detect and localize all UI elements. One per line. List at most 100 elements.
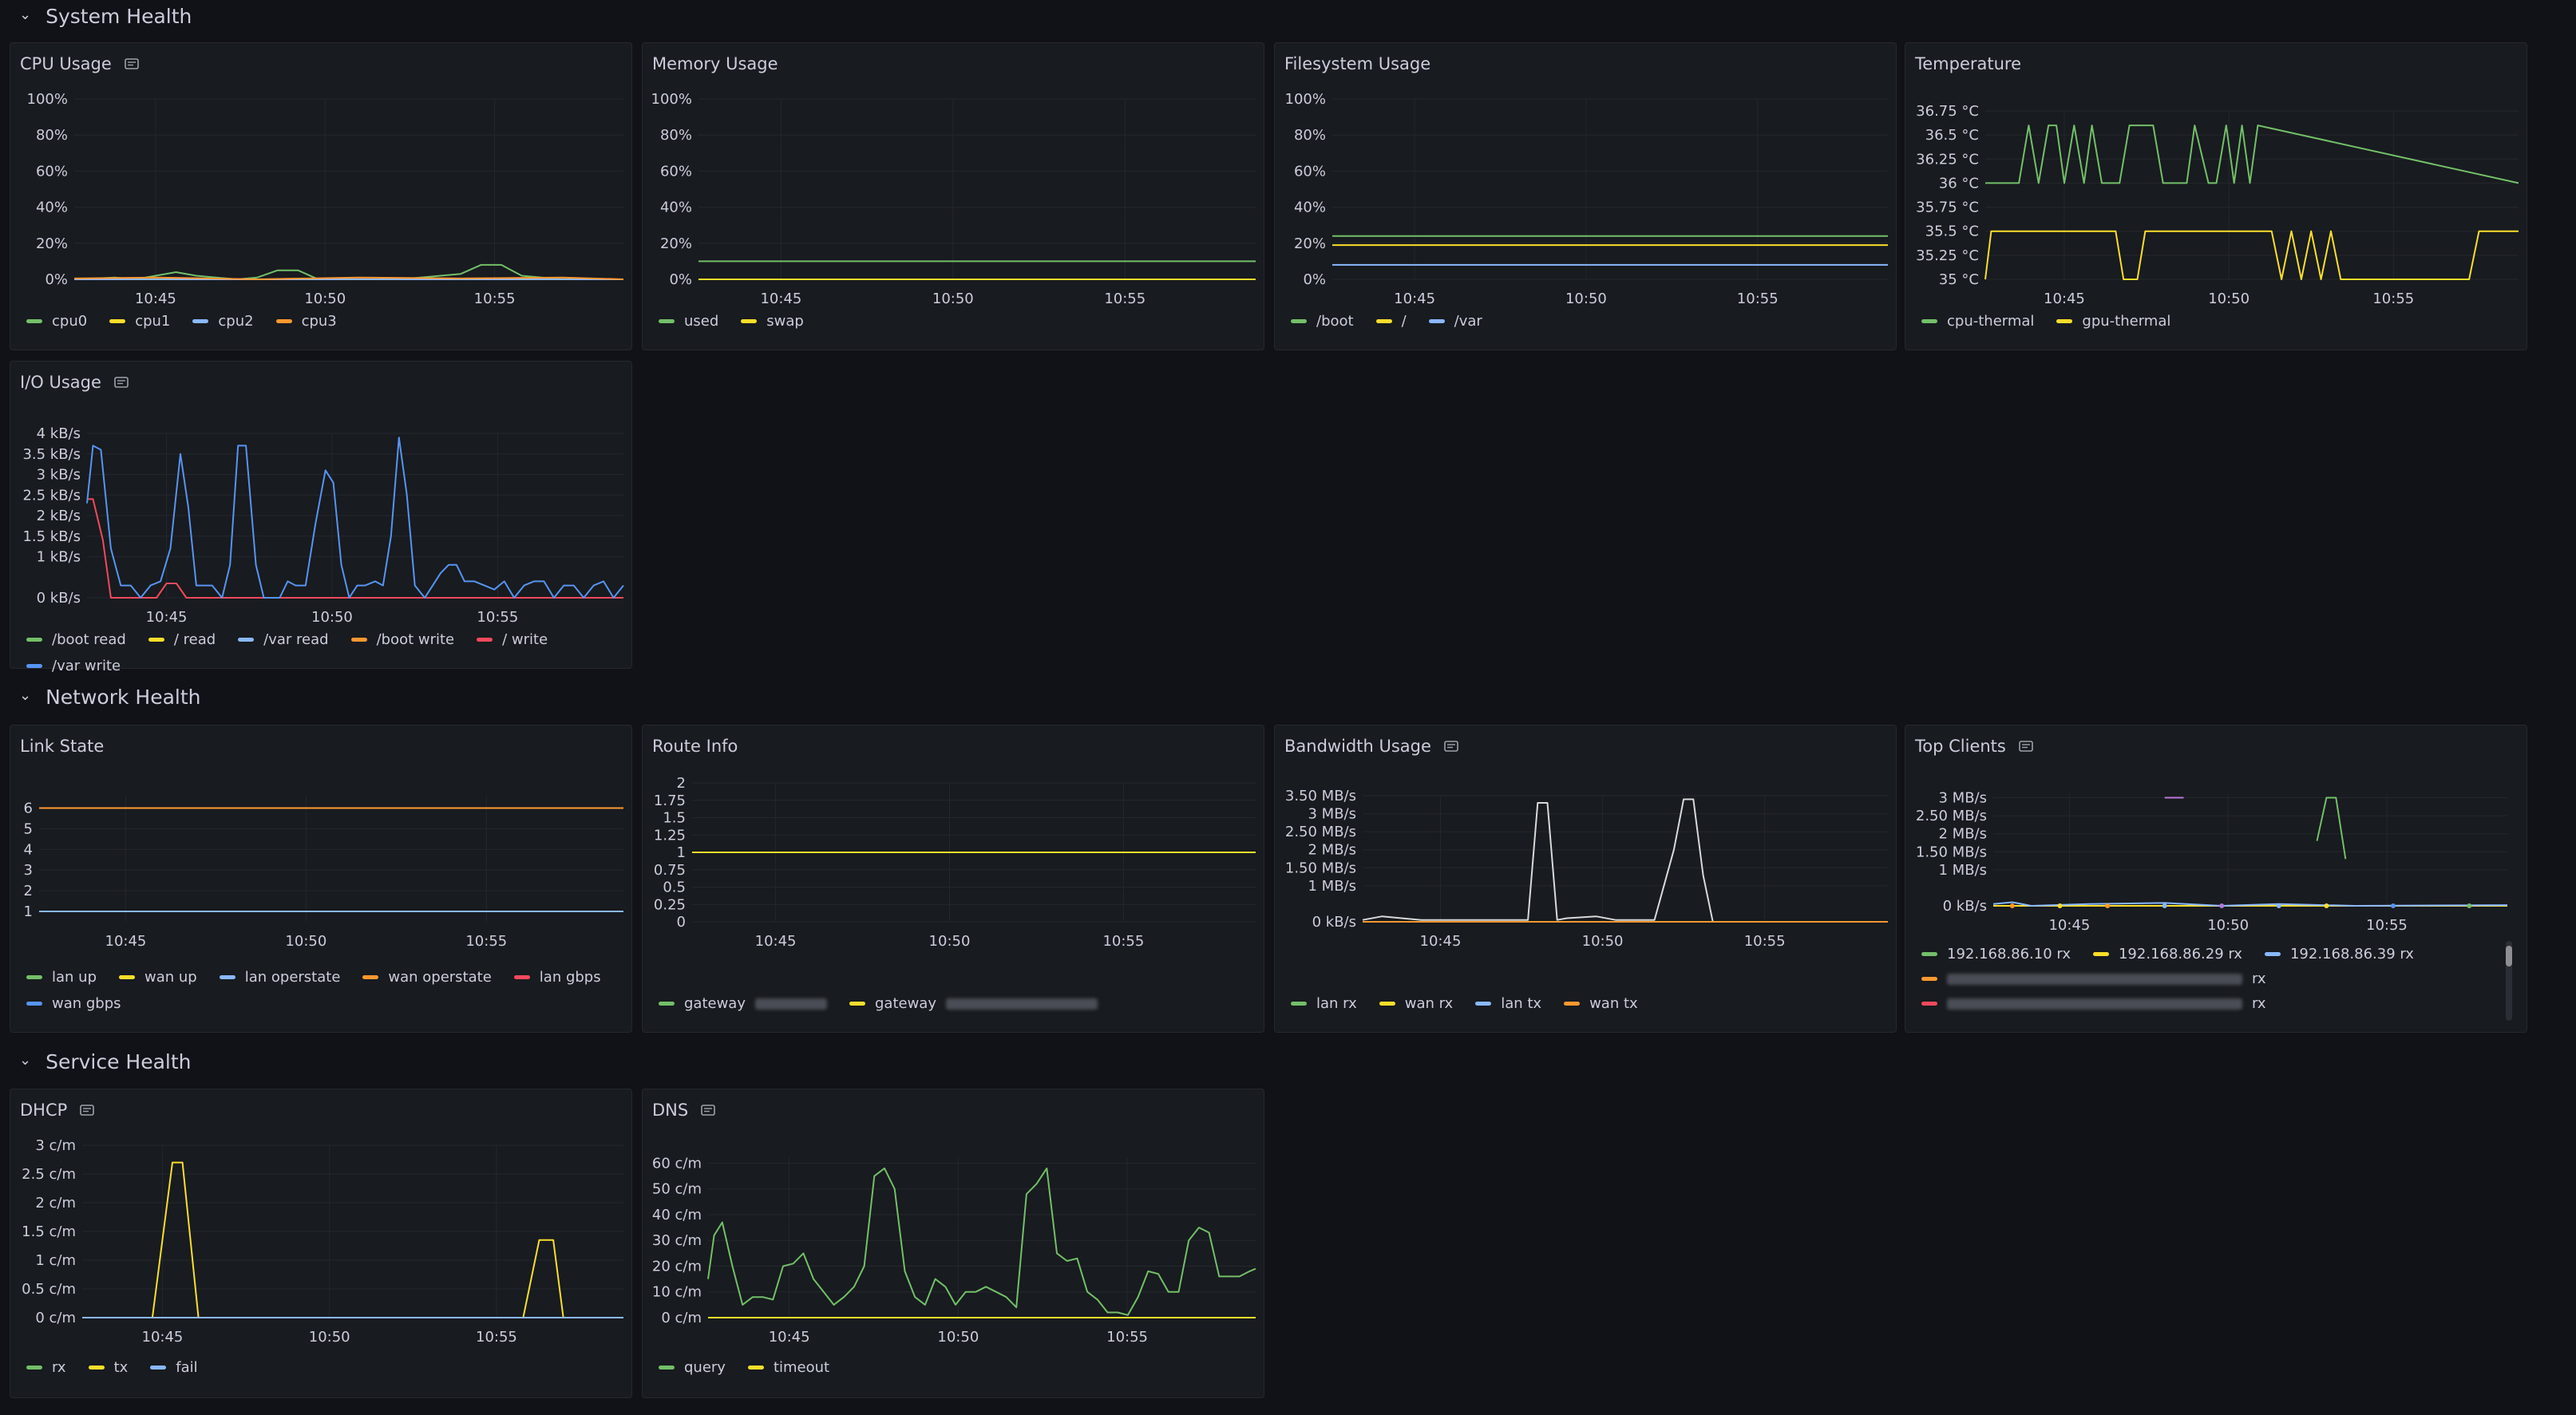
panel-filesystem-usage[interactable]: Filesystem Usage 0% 20% 40% 60% 80% 100% 10:45 1… bbox=[1274, 42, 1897, 350]
panel-route-info[interactable]: Route Info 0 0.25 0.5 0.75 1 1.25 1.5 1.75 2 10:45… bbox=[642, 725, 1264, 1033]
legend-item[interactable]: timeout bbox=[747, 1359, 829, 1376]
legend-item[interactable]: cpu0 bbox=[26, 313, 87, 330]
description-icon[interactable] bbox=[699, 1101, 717, 1119]
panel-title[interactable]: DNS bbox=[652, 1097, 717, 1123]
legend-swatch bbox=[2056, 319, 2073, 323]
legend-item[interactable]: tx bbox=[88, 1359, 128, 1376]
chart-filesystem[interactable]: 0% 20% 40% 60% 80% 100% 10:45 10:50 10:55 bbox=[1275, 43, 1897, 351]
panel-dns[interactable]: DNS 0 c/m 10 c/m 20 c/m 30 c/m 40 c/m 50 c/m 60… bbox=[642, 1089, 1264, 1398]
legend-item[interactable]: lan gbps bbox=[513, 969, 601, 986]
chart-bandwidth[interactable]: 0 kB/s500 kB/s1 MB/s1.50 MB/s2 MB/s2.50 … bbox=[1275, 725, 1897, 1034]
panel-title[interactable]: Route Info bbox=[652, 733, 738, 759]
legend-item[interactable]: cpu-thermal bbox=[1921, 313, 2034, 330]
legend-item[interactable]: 192.168.86.29 rx bbox=[2092, 946, 2242, 962]
row-header-system[interactable]: ⌄ System Health bbox=[19, 0, 192, 32]
legend-item[interactable]: gpu-thermal bbox=[2056, 313, 2170, 330]
data-point bbox=[2276, 903, 2281, 908]
legend-item[interactable]: /boot write bbox=[350, 631, 454, 648]
series-line-lan-tx[interactable] bbox=[1362, 798, 1888, 923]
panel-memory-usage[interactable]: Memory Usage 0% 20% 40% 60% 80% 100% 10:45 10:50… bbox=[642, 42, 1264, 350]
y-tick-label: 40% bbox=[660, 200, 692, 216]
panel-title[interactable]: Top Clients bbox=[1915, 733, 2035, 759]
description-icon[interactable] bbox=[113, 374, 130, 391]
description-icon[interactable] bbox=[123, 55, 140, 73]
panel-title[interactable]: CPU Usage bbox=[20, 51, 140, 77]
chart-clients[interactable]: 0 kB/s500 kB/s1 MB/s1.50 MB/s2 MB/s2.50 … bbox=[1905, 725, 2528, 1034]
legend-item[interactable]: wan gbps bbox=[26, 995, 121, 1012]
legend-item[interactable]: /var read bbox=[238, 631, 329, 648]
legend-item[interactable]: / write bbox=[477, 631, 548, 648]
legend-item[interactable]: / bbox=[1375, 313, 1407, 330]
legend-item[interactable]: lan rx bbox=[1291, 995, 1357, 1012]
chart-dhcp[interactable]: 0 c/m 0.5 c/m 1 c/m 1.5 c/m 2 c/m 2.5 c/m 3 c/… bbox=[10, 1089, 633, 1399]
legend-item[interactable]: gateway bbox=[849, 995, 1098, 1012]
chart-link[interactable]: 1 2 3 4 5 6 10:45 10:50 10:55 bbox=[10, 725, 633, 1034]
series-line-192-168-86-10-rx[interactable] bbox=[2316, 796, 2347, 860]
y-tick-label: 5 bbox=[24, 820, 33, 837]
series-line-cpu3[interactable] bbox=[73, 276, 624, 280]
series-line--write[interactable] bbox=[87, 498, 623, 599]
legend-item[interactable]: rx bbox=[26, 1359, 66, 1376]
legend-item[interactable]: /boot read bbox=[26, 631, 126, 648]
legend-scrollbar[interactable] bbox=[2506, 941, 2512, 1021]
legend-item[interactable]: rx bbox=[1921, 970, 2496, 987]
legend-item[interactable]: gateway bbox=[659, 995, 827, 1012]
panel-temperature[interactable]: Temperature 35 °C 35.25 °C 35.5 °C 35.75 °C 3… bbox=[1905, 42, 2527, 350]
panel-title[interactable]: DHCP bbox=[20, 1097, 96, 1123]
legend-item[interactable]: swap bbox=[741, 313, 804, 330]
legend-item[interactable]: wan up bbox=[119, 969, 197, 986]
legend-item[interactable]: 192.168.86.10 rx bbox=[1921, 946, 2071, 962]
legend-item[interactable]: cpu2 bbox=[192, 313, 254, 330]
panel-title[interactable]: I/O Usage bbox=[20, 370, 130, 395]
series-line-tx[interactable] bbox=[82, 1161, 623, 1318]
series-line-query[interactable] bbox=[707, 1167, 1256, 1316]
description-icon[interactable] bbox=[78, 1101, 96, 1119]
panel-link-state[interactable]: Link State 1 2 3 4 5 6 10:45 10:50 10:55 lan up wan… bbox=[10, 725, 632, 1033]
legend-item[interactable]: rx bbox=[1921, 995, 2496, 1012]
description-icon[interactable] bbox=[1442, 737, 1460, 755]
legend-item[interactable]: 192.168.86.39 rx bbox=[2264, 946, 2414, 962]
legend-item[interactable]: /var write bbox=[26, 658, 121, 674]
series-line-192-168-86-39-rx[interactable] bbox=[1992, 901, 2508, 907]
panel-cpu-usage[interactable]: CPU Usage 0% 20% 40% 60% 80% 100% 10:45 10:50 10:… bbox=[10, 42, 632, 350]
legend-item[interactable]: cpu3 bbox=[275, 313, 337, 330]
panel-title[interactable]: Link State bbox=[20, 733, 104, 759]
panel-dhcp[interactable]: DHCP 0 c/m 0.5 c/m 1 c/m 1.5 c/m 2 c/m 2.5 c/m… bbox=[10, 1089, 632, 1398]
legend-item[interactable]: / read bbox=[148, 631, 216, 648]
panel-title[interactable]: Temperature bbox=[1915, 51, 2021, 77]
row-header-service[interactable]: ⌄ Service Health bbox=[19, 1045, 192, 1077]
legend-item[interactable]: /boot bbox=[1291, 313, 1354, 330]
chart-cpu[interactable]: 0% 20% 40% 60% 80% 100% 10:45 10:50 10:55 bbox=[10, 43, 633, 351]
chart-memory[interactable]: 0% 20% 40% 60% 80% 100% 10:45 10:50 10:55 bbox=[643, 43, 1265, 351]
legend-item[interactable]: lan up bbox=[26, 969, 97, 986]
scrollbar-thumb[interactable] bbox=[2506, 946, 2512, 966]
legend-item[interactable]: /var bbox=[1428, 313, 1482, 330]
description-icon[interactable] bbox=[2017, 737, 2035, 755]
series-line-cpu0[interactable] bbox=[73, 263, 623, 280]
series-line-cpu-thermal[interactable] bbox=[1985, 125, 2519, 184]
legend-item[interactable]: fail bbox=[150, 1359, 198, 1376]
panel-title[interactable]: Memory Usage bbox=[652, 51, 778, 77]
panel-title[interactable]: Filesystem Usage bbox=[1284, 51, 1430, 77]
series-line-gpu-thermal[interactable] bbox=[1984, 230, 2519, 280]
legend-item[interactable]: wan tx bbox=[1564, 995, 1638, 1012]
legend-item[interactable]: query bbox=[659, 1359, 726, 1376]
y-tick-label: 0 kB/s bbox=[1943, 898, 1987, 915]
row-header-network[interactable]: ⌄ Network Health bbox=[19, 681, 201, 713]
legend-item[interactable]: used bbox=[659, 313, 718, 330]
legend-item[interactable]: wan rx bbox=[1379, 995, 1453, 1012]
series-line--var-write[interactable] bbox=[86, 437, 624, 599]
chart-temperature[interactable]: 35 °C 35.25 °C 35.5 °C 35.75 °C 36 °C 36.25 °… bbox=[1905, 43, 2528, 351]
panel-title[interactable]: Bandwidth Usage bbox=[1284, 733, 1460, 759]
legend-item[interactable]: lan tx bbox=[1475, 995, 1541, 1012]
chart-io[interactable]: 0 kB/s500 B/s1 kB/s1.5 kB/s2 kB/s2.5 kB/… bbox=[10, 362, 633, 670]
chart-dns[interactable]: 0 c/m 10 c/m 20 c/m 30 c/m 40 c/m 50 c/m 60 c/… bbox=[643, 1089, 1265, 1399]
y-tick-label: 100% bbox=[651, 91, 692, 108]
legend-item[interactable]: wan operstate bbox=[362, 969, 492, 986]
legend-item[interactable]: lan operstate bbox=[219, 969, 340, 986]
legend-item[interactable]: cpu1 bbox=[109, 313, 170, 330]
